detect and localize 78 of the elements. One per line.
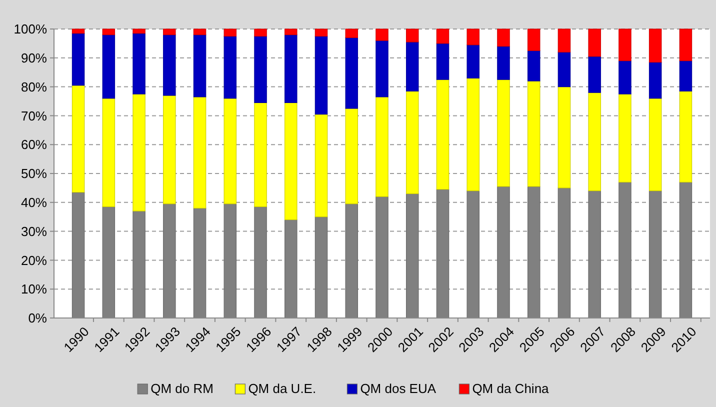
bar: [284, 102, 298, 220]
bar: [224, 98, 237, 204]
bar: [72, 33, 85, 86]
bar: [345, 28, 358, 38]
bar: [527, 28, 540, 51]
bar: [588, 56, 601, 93]
bar: [376, 40, 388, 98]
bar: [527, 80, 540, 187]
bar: [406, 42, 419, 92]
bar: [163, 28, 176, 36]
bar: [497, 46, 510, 80]
bar: [345, 37, 358, 109]
bar: [163, 95, 176, 204]
bar: [224, 28, 237, 37]
bar: [132, 33, 146, 94]
bar: [588, 92, 601, 192]
y-tick-label: 30%: [20, 224, 48, 239]
bar: [406, 28, 419, 42]
bar: [193, 28, 206, 36]
y-tick-label: 90%: [20, 50, 48, 66]
bar: [648, 98, 662, 192]
bar: [102, 28, 116, 36]
y-tick-label: 40%: [20, 194, 48, 210]
y-tick-label: 60%: [20, 137, 48, 152]
bar: [193, 34, 206, 98]
bar: [314, 36, 328, 115]
bar: [558, 52, 571, 88]
bar: [648, 28, 662, 63]
bar: [132, 28, 146, 34]
bar: [254, 28, 267, 37]
y-tick-label: 50%: [20, 166, 48, 182]
y-tick-label: 100%: [14, 22, 48, 37]
bar: [436, 43, 450, 80]
bar: [648, 62, 662, 99]
bar: [224, 36, 237, 99]
bar: [588, 28, 601, 57]
bar: [679, 60, 692, 92]
bar: [618, 60, 632, 94]
bar: [466, 78, 480, 192]
bar: [376, 28, 388, 41]
bar: [466, 44, 480, 78]
bar: [618, 94, 632, 182]
bar: [314, 114, 328, 218]
y-tick-label: 10%: [20, 282, 48, 297]
bar: [497, 79, 510, 187]
y-tick-label: 70%: [20, 108, 48, 124]
bar: [345, 108, 358, 204]
bar: [132, 94, 146, 212]
bar: [558, 28, 571, 52]
legend-label: QM da U.E.: [248, 381, 316, 396]
bar: [376, 96, 388, 197]
bar: [466, 28, 480, 46]
bar: [72, 85, 85, 193]
legend-label: QM do RM: [150, 381, 214, 396]
y-tick-label: 20%: [20, 252, 48, 268]
bar: [102, 34, 116, 99]
bar: [193, 96, 206, 208]
bar: [72, 28, 85, 34]
bar: [527, 50, 540, 82]
bar: [314, 28, 328, 37]
bar: [679, 28, 692, 62]
y-tick-label: 80%: [20, 79, 48, 94]
bar: [254, 102, 267, 208]
legend-label: QM dos EUA: [360, 381, 436, 396]
bar: [679, 90, 692, 182]
bar: [284, 28, 298, 36]
bar: [254, 36, 267, 103]
bar: [102, 98, 116, 208]
bar: [436, 28, 450, 44]
legend-label: QM da China: [472, 381, 550, 396]
bar: [436, 79, 450, 190]
bar: [163, 34, 176, 96]
bar: [558, 86, 571, 188]
y-tick-label: 0%: [28, 310, 48, 326]
bar: [497, 28, 510, 47]
bar: [284, 34, 298, 103]
bar: [618, 28, 632, 62]
bar: [406, 90, 419, 194]
